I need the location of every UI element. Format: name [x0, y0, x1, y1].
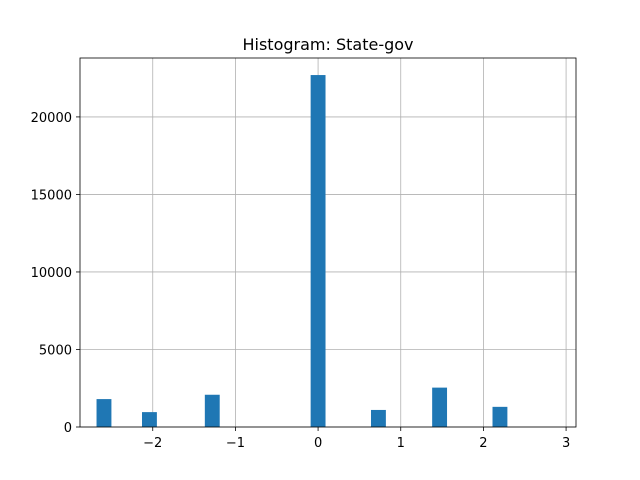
histogram-bar-3	[310, 75, 326, 427]
bar-layer	[96, 75, 508, 427]
x-tick-label-1: −1	[226, 436, 245, 451]
y-tick-label-2: 10000	[31, 266, 72, 281]
y-tick-label-0: 0	[64, 421, 72, 436]
chart-title: Histogram: State-gov	[242, 35, 413, 54]
x-tick-label-4: 2	[479, 436, 487, 451]
histogram-bar-0	[96, 399, 112, 427]
axes-frame	[79, 57, 577, 428]
y-tick-label-1: 5000	[39, 343, 72, 358]
x-tick-label-2: 0	[314, 436, 322, 451]
histogram-bar-2	[204, 394, 220, 427]
histogram-bar-6	[492, 406, 508, 427]
y-tick-label-3: 15000	[31, 188, 72, 203]
y-tick-label-4: 20000	[31, 111, 72, 126]
x-tick-label-3: 1	[397, 436, 405, 451]
x-tick-label-0: −2	[143, 436, 162, 451]
histogram-bar-4	[370, 409, 386, 427]
histogram-bar-1	[142, 412, 157, 427]
histogram-bar-5	[432, 387, 448, 427]
axis-layer: −2 −1 0 1 2 3 0 5000 10000 15000 20000	[31, 57, 577, 451]
x-tick-label-5: 3	[562, 436, 570, 451]
